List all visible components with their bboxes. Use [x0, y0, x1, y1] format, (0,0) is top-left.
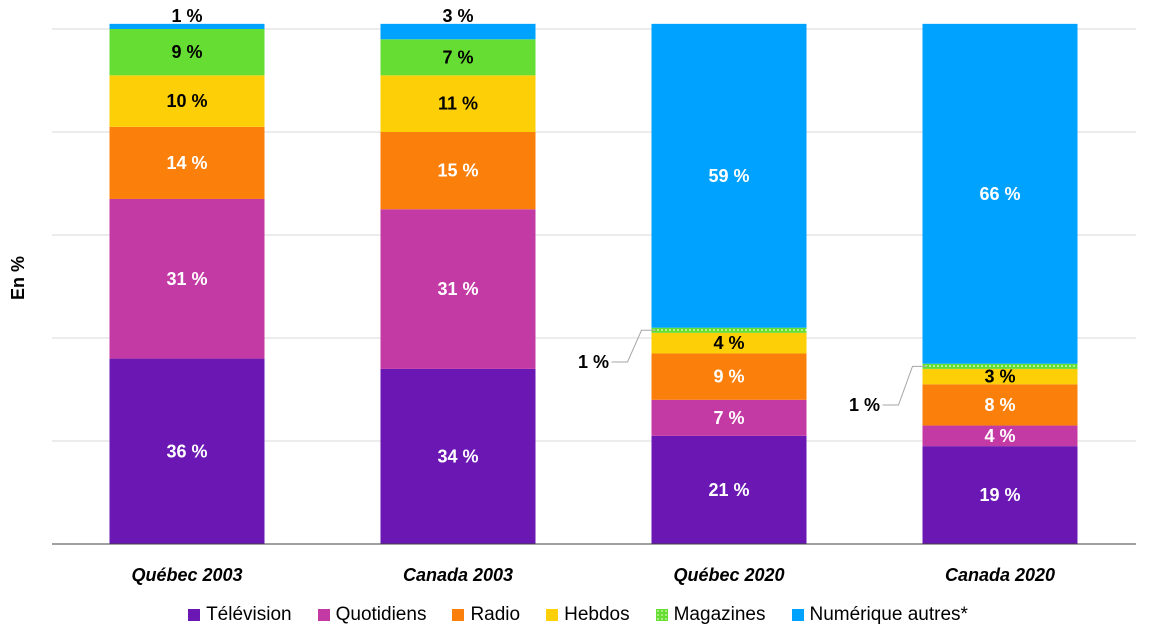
bar-segment-num-rique-autres-	[380, 23, 536, 40]
bar-segment-hebdos	[651, 332, 807, 354]
legend-label: Télévision	[206, 604, 292, 625]
data-label: 9 %	[713, 367, 744, 387]
data-label: 7 %	[713, 408, 744, 428]
bar-segment-hebdos	[380, 75, 536, 132]
legend-label: Hebdos	[564, 604, 630, 625]
data-label: 14 %	[166, 153, 207, 173]
bar-segment-magazines	[922, 363, 1078, 369]
bar-segment-radio	[109, 126, 265, 199]
legend-item: Magazines	[655, 604, 766, 626]
data-label: 31 %	[437, 279, 478, 299]
chart-legend: Télévision Quotidiens Radio Hebdos Magazines…	[0, 602, 1156, 628]
bar-segment-t-l-vision	[651, 435, 807, 544]
data-label: 4 %	[713, 333, 744, 353]
legend-item: Quotidiens	[317, 604, 427, 626]
data-label: 1 %	[849, 395, 880, 415]
x-tick-label: Québec 2020	[673, 565, 784, 585]
bar-segment-t-l-vision	[109, 358, 265, 544]
callout-leader-line	[611, 329, 656, 363]
bar-segment-quotidiens	[109, 198, 265, 359]
legend-swatch	[317, 609, 330, 621]
data-label: 3 %	[442, 6, 473, 26]
legend-swatch	[655, 609, 668, 621]
data-label: 34 %	[437, 446, 478, 466]
legend-swatch	[791, 609, 804, 621]
data-label: 1 %	[171, 6, 202, 26]
bar-segment-num-rique-autres-	[922, 23, 1078, 364]
legend-item: Numérique autres*	[791, 604, 968, 626]
legend-item: Télévision	[188, 604, 292, 626]
bar-segment-hebdos	[922, 368, 1078, 385]
data-label: 3 %	[984, 367, 1015, 387]
data-label: 8 %	[984, 395, 1015, 415]
data-label: 7 %	[442, 47, 473, 67]
bar-segment-radio	[380, 132, 536, 210]
data-label: 36 %	[166, 441, 207, 461]
legend-item: Hebdos	[546, 604, 630, 626]
bar-segment-magazines	[109, 29, 265, 76]
data-label: 59 %	[708, 166, 749, 186]
data-label: 11 %	[438, 94, 478, 114]
bar-segment-magazines	[651, 327, 807, 333]
bar-segment-radio	[922, 384, 1078, 426]
x-tick-label: Québec 2003	[131, 565, 242, 585]
data-label: 66 %	[979, 184, 1020, 204]
data-label: 9 %	[171, 42, 202, 62]
legend-swatch	[188, 609, 201, 621]
data-label: 4 %	[984, 426, 1015, 446]
legend-item: Radio	[452, 604, 520, 626]
bar-segment-quotidiens	[922, 425, 1078, 447]
data-label: 19 %	[979, 485, 1020, 505]
bar-segment-num-rique-autres-	[651, 23, 807, 328]
x-tick-label: Canada 2020	[945, 565, 1055, 585]
legend-label: Magazines	[673, 604, 766, 625]
callout-leader-line	[882, 365, 927, 406]
data-label: 21 %	[708, 480, 749, 500]
bar-segment-num-rique-autres-	[109, 23, 265, 29]
data-label: 10 %	[166, 91, 207, 111]
bar-segment-magazines	[380, 39, 536, 76]
data-label: 31 %	[166, 269, 207, 289]
bar-segment-quotidiens	[380, 209, 536, 369]
legend-swatch	[452, 609, 465, 621]
legend-label: Radio	[470, 604, 521, 625]
bar-segment-t-l-vision	[922, 446, 1078, 544]
bar-segment-radio	[651, 353, 807, 400]
data-label: 1 %	[578, 352, 609, 372]
legend-label: Numérique autres*	[809, 604, 968, 625]
data-label: 15 %	[437, 161, 478, 181]
bar-segment-quotidiens	[651, 399, 807, 436]
x-tick-label: Canada 2003	[403, 565, 513, 585]
legend-label: Quotidiens	[335, 604, 427, 625]
legend-swatch	[546, 609, 559, 621]
bar-segment-hebdos	[109, 75, 265, 127]
bar-segment-t-l-vision	[380, 368, 536, 544]
